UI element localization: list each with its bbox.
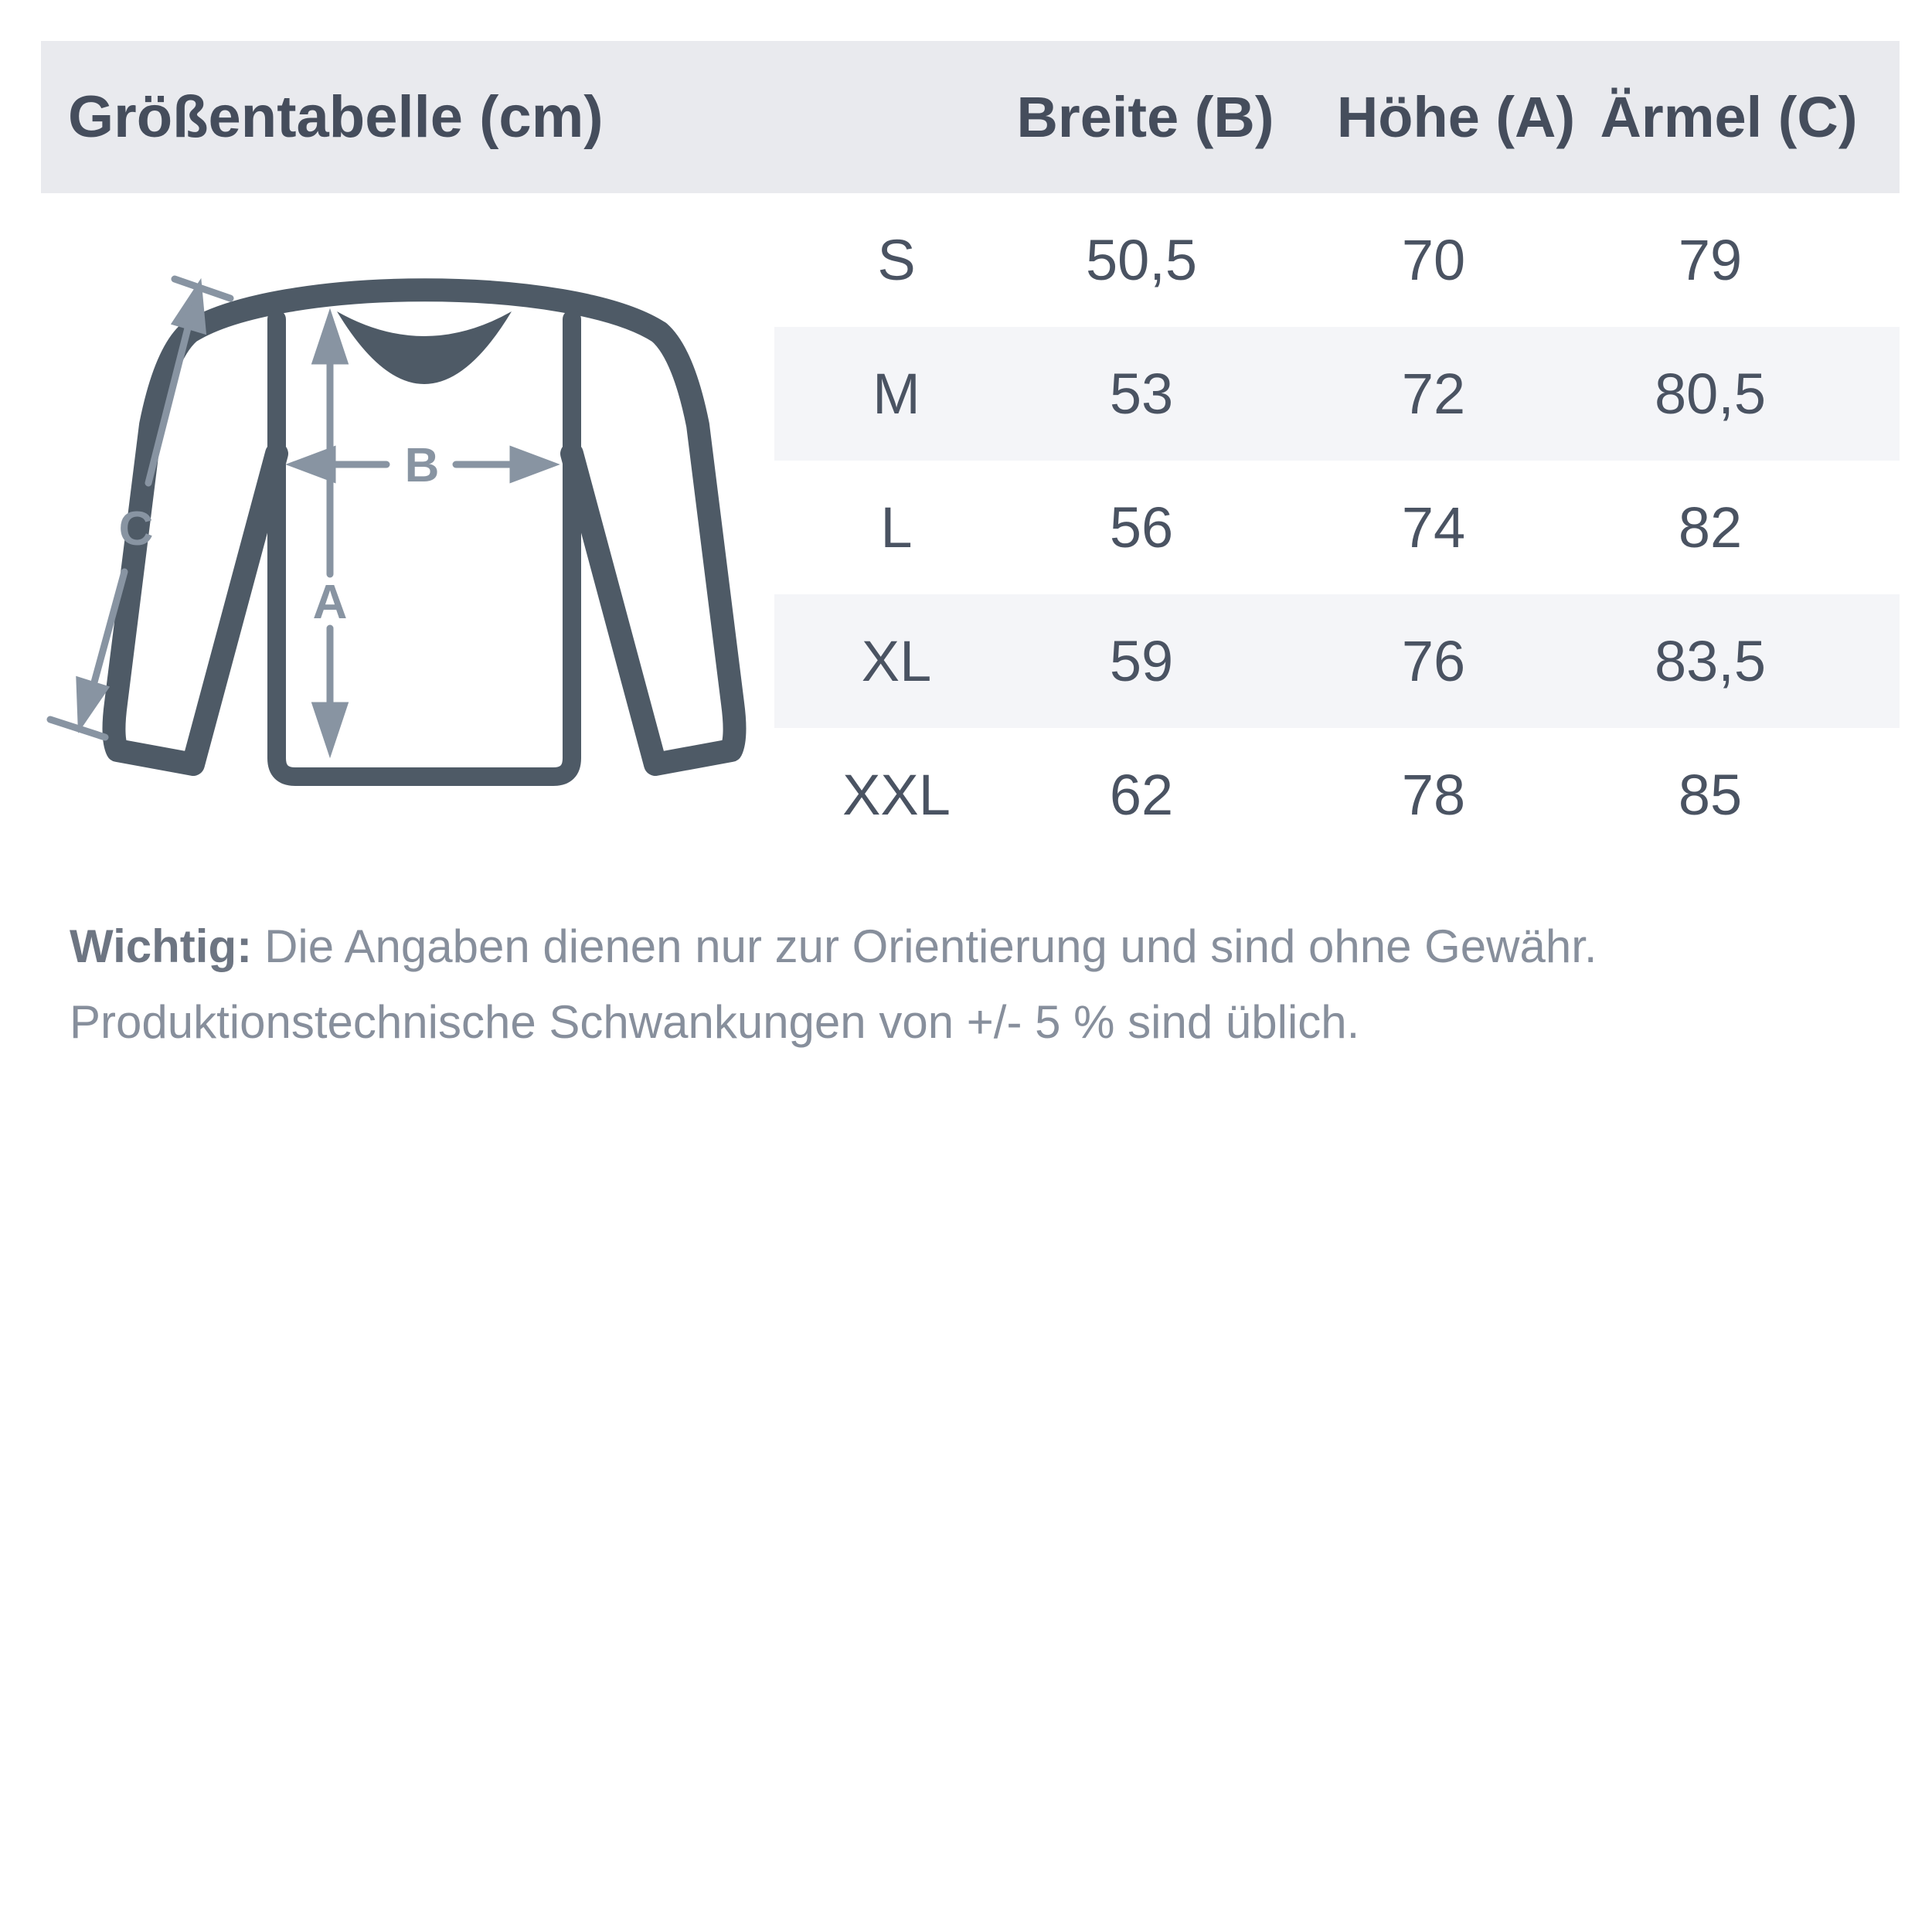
measure-c-arrow (46, 275, 234, 741)
table-row-m: M 53 72 80,5 (774, 327, 1900, 461)
measure-a-arrow (311, 308, 349, 759)
cell-breite: 56 (1109, 495, 1174, 560)
cell-breite: 62 (1109, 763, 1174, 827)
page-title: Größentabelle (cm) (68, 84, 604, 150)
disclaimer-text-line2: Produktionstechnische Schwankungen von +… (70, 996, 1360, 1048)
cell-hoehe: 76 (1401, 629, 1466, 693)
column-header-hoehe: Höhe (A) (1336, 85, 1576, 149)
cell-hoehe: 70 (1401, 228, 1466, 292)
column-header-aermel: Ärmel (C) (1600, 85, 1858, 149)
table-row-s: S 50,5 70 79 (774, 193, 1900, 327)
cell-aermel: 80,5 (1654, 362, 1767, 426)
shirt-collar (337, 311, 512, 384)
disclaimer-text-line1: Die Angaben dienen nur zur Orientierung … (264, 920, 1597, 972)
cell-aermel: 79 (1678, 228, 1743, 292)
measure-b-label: B (405, 439, 440, 492)
cell-size: L (880, 495, 913, 560)
measure-c-label: C (119, 502, 154, 556)
measure-arrows (46, 275, 560, 759)
cell-size: S (877, 228, 916, 292)
table-row-l: L 56 74 82 (774, 461, 1900, 594)
cell-hoehe: 72 (1401, 362, 1466, 426)
cell-size: XXL (842, 763, 951, 827)
measure-c-top-tick (171, 275, 234, 302)
shirt-body (267, 310, 581, 786)
cell-size: XL (861, 629, 932, 693)
cell-aermel: 82 (1678, 495, 1743, 560)
disclaimer-lead: Wichtig: (70, 920, 253, 972)
table-row-xxl: XXL 62 78 85 (774, 728, 1900, 862)
cell-breite: 53 (1109, 362, 1174, 426)
cell-aermel: 85 (1678, 763, 1743, 827)
shirt-measurement-diagram: A B C (31, 228, 804, 881)
cell-breite: 59 (1109, 629, 1174, 693)
measure-c-bottom-tick (46, 716, 109, 741)
cell-aermel: 83,5 (1654, 629, 1767, 693)
shirt-right-sleeve (560, 321, 747, 776)
measure-a-label: A (313, 576, 348, 629)
cell-hoehe: 78 (1401, 763, 1466, 827)
cell-breite: 50,5 (1085, 228, 1198, 292)
cell-size: M (872, 362, 920, 426)
size-table-header: Größentabelle (cm) Breite (B) Höhe (A) Ä… (41, 41, 1900, 193)
cell-hoehe: 74 (1401, 495, 1466, 560)
table-row-xl: XL 59 76 83,5 (774, 594, 1900, 728)
measure-b-arrow (285, 445, 560, 484)
column-header-breite: Breite (B) (1016, 85, 1274, 149)
disclaimer-note: Wichtig: Die Angaben dienen nur zur Orien… (70, 909, 1886, 1060)
